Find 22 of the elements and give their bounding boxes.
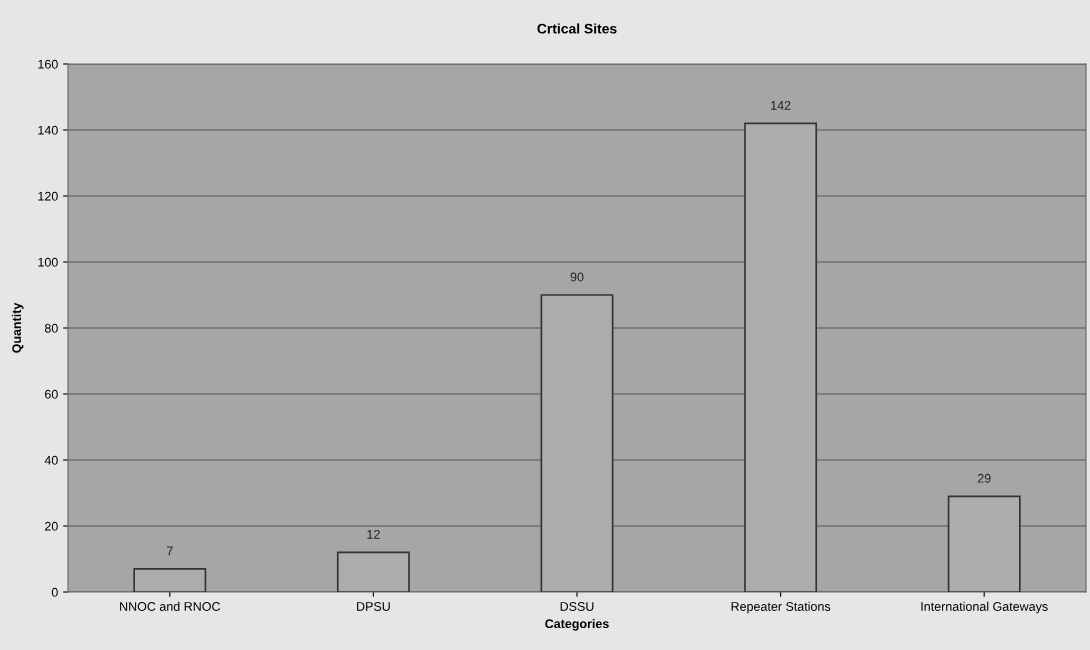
y-tick-label: 60 <box>45 389 58 399</box>
data-label: 7 <box>166 546 173 556</box>
x-tick-label: International Gateways <box>921 601 1048 614</box>
y-axis-title: Quantity <box>11 302 24 353</box>
y-tick-label: 120 <box>38 191 58 201</box>
y-tick-label: 100 <box>38 257 58 267</box>
y-tick-label: 20 <box>45 521 58 531</box>
chart-title: Crtical Sites <box>537 23 617 34</box>
y-tick-label: 140 <box>38 125 58 135</box>
data-label: 90 <box>570 272 584 282</box>
data-label: 142 <box>771 100 791 110</box>
y-tick-label: 80 <box>44 323 58 333</box>
x-axis-title: Categories <box>545 618 609 631</box>
data-label: 12 <box>367 529 380 539</box>
y-tick-label: 160 <box>38 59 58 69</box>
x-tick-label: DSSU <box>560 602 594 611</box>
x-tick-label: NNOC and RNOC <box>120 601 221 611</box>
data-label: 29 <box>977 473 991 483</box>
x-tick-label: Repeater Stations <box>731 601 831 614</box>
y-tick-label: 0 <box>51 587 58 597</box>
x-tick-label: DPSU <box>357 602 390 611</box>
y-tick-label: 40 <box>44 455 58 465</box>
